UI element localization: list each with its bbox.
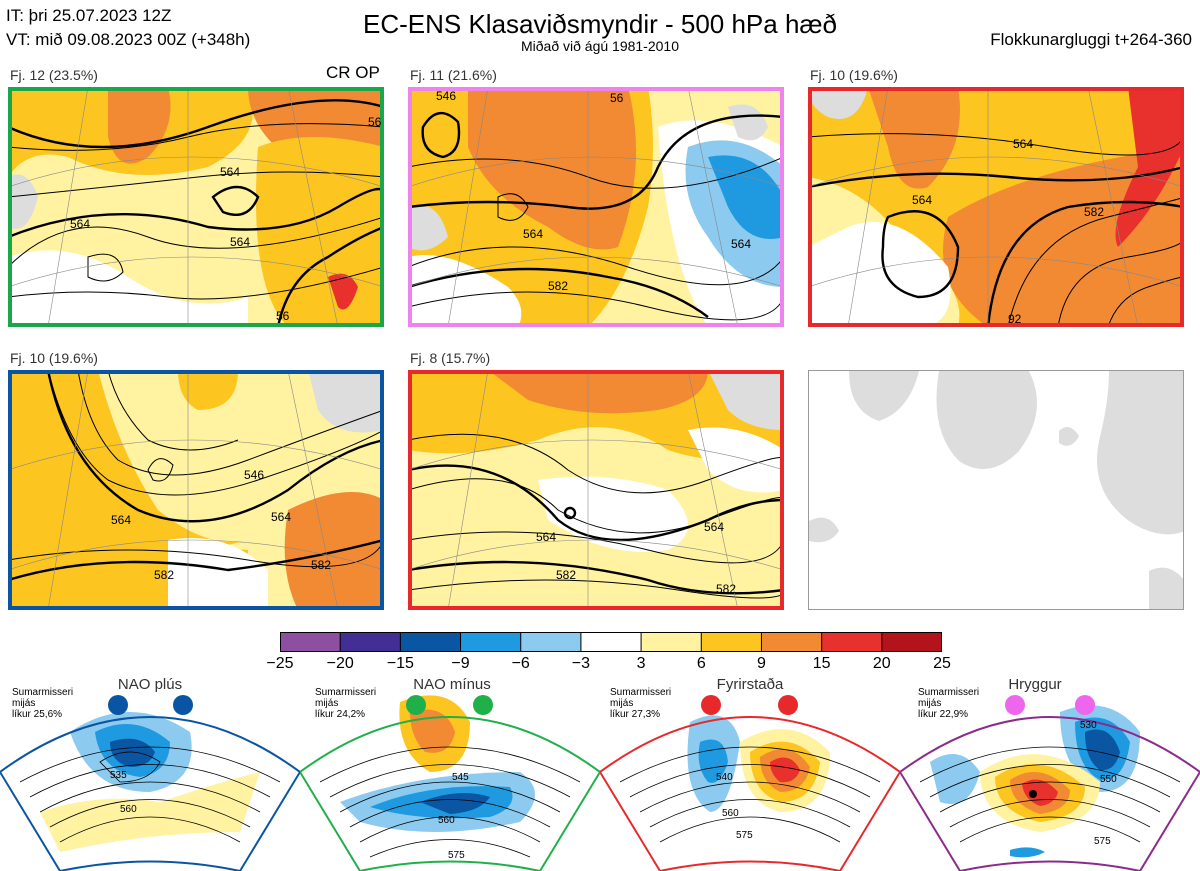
colorbar	[280, 632, 942, 652]
regime-map-nao-plus	[0, 695, 300, 871]
cluster-map-2-canvas	[408, 87, 784, 327]
cluster-4-label: Fj. 10 (19.6%)	[10, 350, 98, 366]
contour-label: 564	[1013, 137, 1034, 151]
colorbar-cell	[760, 632, 823, 652]
contour-label: 56	[368, 115, 382, 129]
colorbar-cell	[580, 632, 643, 652]
colorbar-cell	[280, 632, 342, 652]
regime-map-blocking	[600, 695, 900, 871]
colorbar-tick-label: 3	[636, 655, 646, 672]
control-operational-tag: CR OP	[326, 63, 380, 82]
issue-time: IT: þri 25.07.2023 12Z	[6, 6, 172, 25]
contour-label: 560	[438, 815, 455, 826]
contour-label: 546	[244, 468, 265, 482]
contour-label: 56	[610, 91, 624, 105]
contour-label: 530	[1080, 720, 1097, 731]
contour-label: 564	[536, 530, 557, 544]
page-title: EC-ENS Klasaviðsmyndir - 500 hPa hæð	[363, 9, 837, 39]
regime-map-nao-minus	[300, 695, 600, 871]
contour-label: 535	[110, 770, 127, 781]
cluster-map-5: 564 564 582 582	[408, 370, 784, 610]
cluster-2-label: Fj. 11 (21.6%)	[410, 67, 497, 83]
valid-time: VT: mið 09.08.2023 00Z (+348h)	[6, 30, 251, 49]
cluster-map-3-canvas	[808, 87, 1184, 327]
contour-label: 582	[548, 279, 569, 293]
colorbar-cell	[640, 632, 703, 652]
contour-label: 564	[912, 193, 933, 207]
contour-label: 564	[220, 165, 241, 179]
colorbar-cell	[881, 632, 942, 652]
contour-label: 564	[70, 217, 91, 231]
contour-label: 575	[1094, 836, 1111, 847]
regime-2-info: Sumarmisseri mijás líkur 24,2%	[315, 687, 377, 720]
regime-map-ridge	[900, 695, 1200, 871]
contour-label: 546	[436, 89, 457, 103]
contour-label: 564	[523, 227, 544, 241]
contour-label: 575	[448, 850, 465, 861]
contour-label: 582	[716, 582, 737, 596]
contour-label: 575	[736, 830, 753, 841]
colorbar-cell	[821, 632, 883, 652]
contour-label: 564	[704, 520, 725, 534]
contour-label: 560	[722, 808, 739, 819]
classification-window: Flokkunargluggi t+264-360	[990, 30, 1192, 49]
contour-label: 582	[1084, 205, 1105, 219]
contour-label: 545	[452, 772, 469, 783]
contour-label: 550	[1100, 774, 1117, 785]
contour-label: 92	[1008, 312, 1022, 326]
colorbar-tick-label: 6	[696, 655, 706, 672]
colorbar-tick-label: 25	[933, 655, 951, 672]
cluster-map-2: 546 56 564 564 582	[408, 87, 784, 327]
cluster-3-label: Fj. 10 (19.6%)	[810, 67, 898, 83]
contour-label: 560	[120, 804, 137, 815]
colorbar-tick-label: 20	[872, 655, 891, 672]
colorbar-tick-label: −15	[386, 655, 414, 672]
regime-3-name: Fyrirstaða	[716, 676, 784, 693]
cluster-map-1-canvas	[8, 87, 384, 327]
empty-base-map	[808, 370, 1184, 610]
colorbar-cell	[339, 632, 402, 652]
contour-label: 564	[111, 513, 132, 527]
contour-label: 564	[731, 237, 752, 251]
regime-1-name: NAO plús	[117, 676, 183, 693]
cluster-map-4: 546 564 564 582 582	[8, 370, 384, 610]
colorbar-tick-label: −3	[571, 655, 591, 672]
regime-3-info: Sumarmisseri mijás líkur 27,3%	[610, 687, 672, 720]
regime-1-info: Sumarmisseri mijás líkur 25,6%	[12, 687, 74, 720]
page-subtitle: Miðað við ágú 1981-2010	[520, 38, 679, 54]
regime-4-name: Hryggur	[1008, 676, 1062, 693]
regime-2-name: NAO mínus	[413, 676, 491, 693]
contour-label: 564	[271, 510, 292, 524]
colorbar-cell	[700, 632, 763, 652]
cluster-map-1: 564 564 564 56 56	[8, 87, 384, 327]
contour-label: 582	[154, 568, 175, 582]
cluster-map-5-canvas	[408, 370, 784, 610]
colorbar-tick-label: −6	[511, 655, 530, 672]
cluster-5-label: Fj. 8 (15.7%)	[410, 350, 491, 366]
colorbar-tick-label: 9	[757, 655, 766, 672]
colorbar-tick-label: −9	[451, 655, 470, 672]
empty-base-map-canvas	[809, 371, 1183, 609]
contour-label: 582	[556, 568, 577, 582]
contour-label: 540	[716, 772, 733, 783]
colorbar-tick-label: −25	[266, 655, 294, 672]
contour-label: 56	[276, 309, 290, 323]
cluster-map-3: 564 564 582 92	[808, 87, 1184, 327]
colorbar-tick-label: 15	[812, 655, 831, 672]
colorbar-cell	[520, 632, 582, 652]
colorbar-tick-label: −20	[326, 655, 354, 672]
cluster-map-4-canvas	[8, 370, 384, 610]
contour-label: 582	[311, 558, 332, 572]
colorbar-cell	[460, 632, 522, 652]
regime-4-info: Sumarmisseri mijás líkur 22,9%	[918, 687, 980, 720]
contour-label: 564	[230, 235, 251, 249]
cluster-1-label: Fj. 12 (23.5%)	[10, 67, 98, 83]
colorbar-cell	[399, 632, 462, 652]
